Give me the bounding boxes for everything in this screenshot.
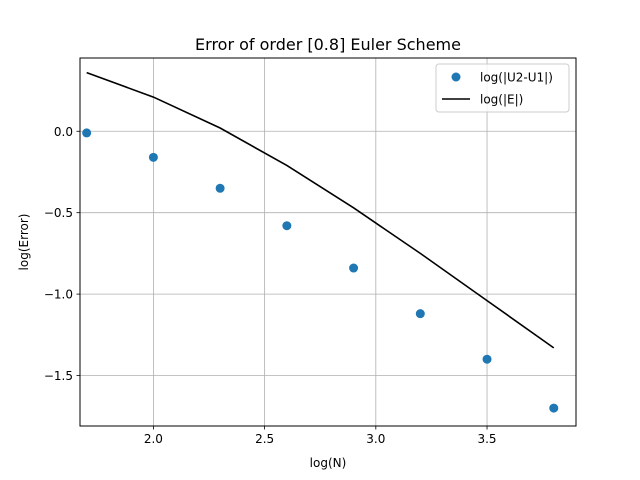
axes-frame [79, 57, 577, 427]
data-point [215, 183, 225, 193]
plot-area [82, 71, 559, 413]
data-point [148, 152, 158, 162]
x-tick-label: 3.0 [366, 432, 385, 446]
legend: log(|U2-U1|) log(|E|) [435, 63, 570, 113]
y-tick-label: 0.0 [54, 125, 73, 139]
data-point [482, 354, 492, 364]
x-tick-label: 3.5 [477, 432, 496, 446]
y-tick-label: −1.0 [44, 288, 73, 302]
data-point [415, 309, 425, 319]
legend-label: log(|E|) [480, 93, 523, 107]
legend-marker-swatch [451, 72, 461, 82]
chart-title: Error of order [0.8] Euler Scheme [195, 35, 461, 54]
data-point [549, 403, 559, 413]
y-axis-label: log(Error) [17, 214, 31, 271]
grid [80, 58, 576, 426]
legend-label: log(|U2-U1|) [480, 71, 553, 85]
legend-box [435, 63, 570, 113]
data-point [282, 221, 292, 231]
series-line-abs-error [86, 71, 555, 349]
data-point [349, 263, 359, 273]
x-tick-label: 2.0 [144, 432, 163, 446]
x-tick-label: 2.5 [255, 432, 274, 446]
axis-ticks: 2.0 2.5 3.0 3.5 0.0 −0.5 −1.0 −1.5 [44, 125, 497, 446]
y-tick-label: −0.5 [44, 206, 73, 220]
y-tick-label: −1.5 [44, 369, 73, 383]
x-axis-label: log(N) [310, 456, 347, 470]
data-point [82, 128, 92, 138]
